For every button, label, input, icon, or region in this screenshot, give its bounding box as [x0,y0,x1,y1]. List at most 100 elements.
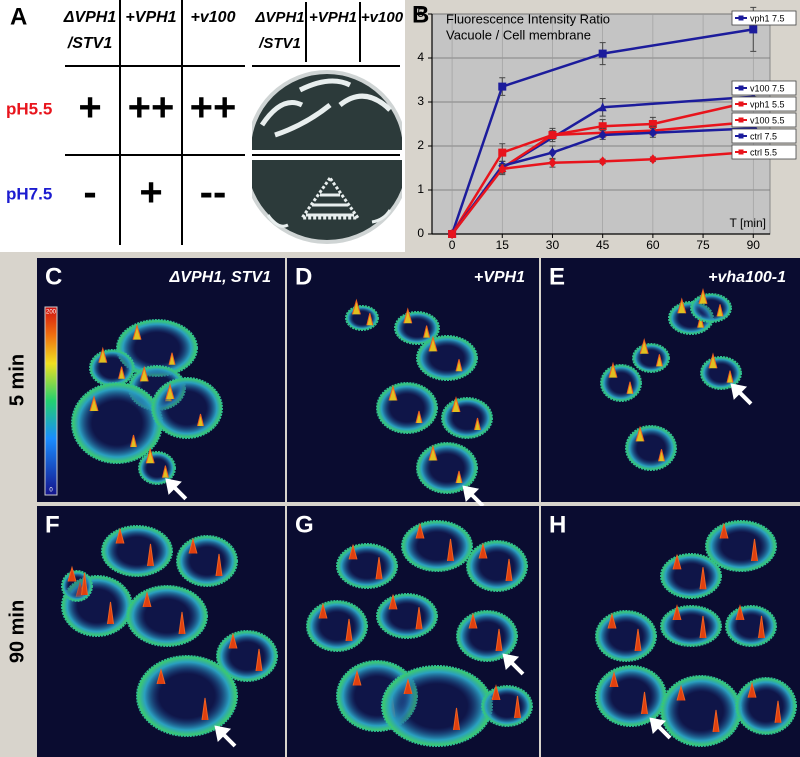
row-label: pH5.5 [6,99,52,118]
data-point [598,102,607,112]
cell [126,585,208,647]
x-axis-label: T [min] [730,216,766,230]
data-point [498,82,507,91]
cell [725,605,777,647]
intensity-peak [156,668,209,721]
intensity-peak [98,346,126,379]
intensity-peak [132,323,176,365]
cell [690,293,732,323]
intensity-peak [428,444,463,484]
intensity-peak [676,684,720,733]
chart-subtitle: Vacuole / Cell membrane [446,27,591,42]
colorbar-min: 0 [49,488,53,494]
intensity-peak [403,307,431,338]
plate-header: ΔVPH1 [254,9,304,26]
intensity-peak [672,553,707,590]
cell [660,605,722,647]
intensity-peak [609,671,648,715]
intensity-peak [451,396,481,431]
cell [345,305,379,331]
data-point [598,130,607,140]
panel-label: E [549,263,565,290]
intensity-peak [608,361,634,394]
intensity-peak [388,593,423,630]
cell [595,665,667,727]
intensity-peak [468,612,503,652]
cell [600,364,642,402]
cell [595,610,657,662]
arrow [214,725,237,748]
legend-label: v100 7.5 [750,83,785,93]
growth-score: ++ [190,86,237,130]
data-point [648,127,657,138]
intensity-peak [403,678,460,731]
legend-box [731,10,797,26]
legend-box [731,80,797,96]
series-line [451,127,754,235]
intensity-peak [415,522,454,562]
data-point [598,156,607,167]
series-line [450,28,754,235]
x-tick-label: 75 [696,238,710,252]
x-tick-label: 30 [546,238,560,252]
intensity-peak [318,602,353,642]
legend-label: vph1 7.5 [750,13,785,23]
cell [376,382,438,434]
cell [376,593,438,639]
series-line [451,99,754,235]
intensity-peak [428,335,463,372]
data-point [598,122,607,131]
cell [336,543,398,589]
panel-a-grid [65,0,400,245]
legend-marker [738,117,744,123]
cell [151,377,223,439]
panel-label: A [10,3,27,30]
growth-score: + [78,86,101,130]
cell [625,425,677,471]
arrow [730,383,753,406]
legend-label: v100 5.5 [750,115,785,125]
intensity-peak [698,287,724,317]
intensity-peak [747,681,782,723]
series-line [451,150,754,235]
cell [416,335,478,381]
cell [735,677,797,735]
intensity-peak [639,337,663,367]
row-label: 90 min [6,600,28,663]
legend-label: ctrl 7.5 [750,131,777,141]
legend-box [731,144,797,160]
cell [176,535,238,587]
growth-score: - [83,171,96,215]
cell [441,397,493,439]
intensity-peak [719,522,758,562]
cell [89,349,135,387]
x-tick-label: 90 [747,238,761,252]
legend-box [731,128,797,144]
colorbar-max: 200 [46,310,57,316]
x-tick-label: 15 [496,238,510,252]
intensity-peak [142,591,186,635]
legend-marker [738,15,744,21]
data-point [548,130,557,139]
data-point [548,157,557,168]
y-tick-label: 4 [417,50,424,64]
cell [660,553,722,599]
data-point [498,163,507,174]
cell [466,540,528,592]
colorbar [44,306,58,496]
intensity-peak [635,425,665,462]
panel-label: G [295,511,314,538]
intensity-peak [165,383,204,427]
image-panels: C ΔVPH1, STV1 D +VPH1 E +vha100-1 F G H 5 min 90 m… [6,258,800,757]
intensity-peak [145,447,169,478]
chart-title: Fluorescence Intensity Ratio [446,11,610,26]
legend-marker [738,85,744,91]
legend-marker [738,133,744,139]
data-point [498,148,507,157]
cell [660,675,742,747]
y-tick-label: 1 [417,182,424,196]
panel-label: D [295,263,312,290]
growth-score: + [139,171,162,215]
